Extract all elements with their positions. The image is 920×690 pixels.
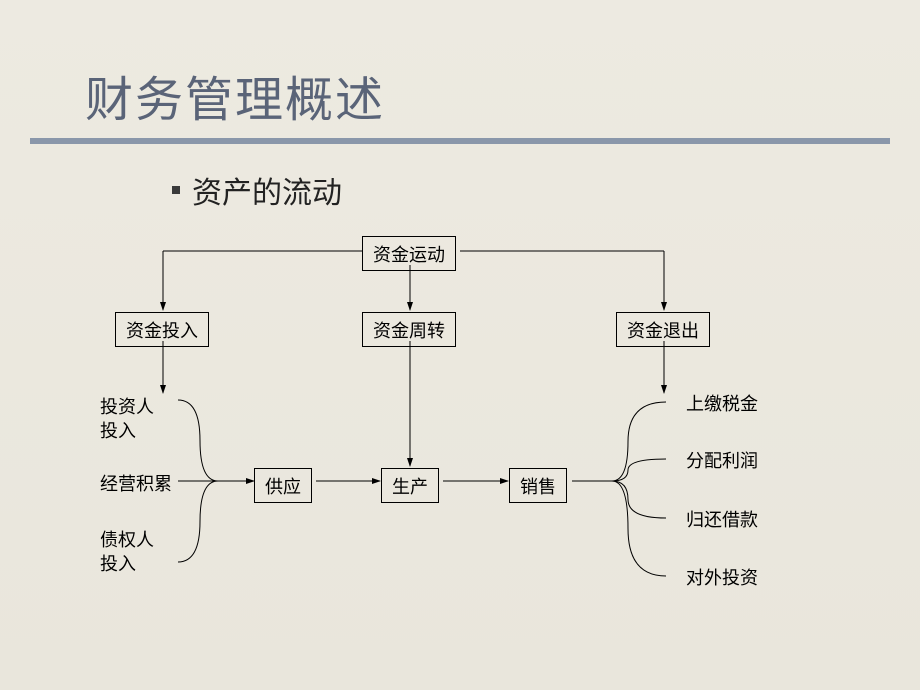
slide-container: 财务管理概述 资产的流动 资金运动 资金投入 资金周转 资金退出 供应 生产 销… (0, 0, 920, 690)
node-capital-movement: 资金运动 (362, 236, 456, 271)
bullet-icon (172, 186, 180, 194)
node-capital-turnover: 资金周转 (362, 312, 456, 347)
left-source-0: 投资人投入 (100, 395, 154, 444)
slide-title: 财务管理概述 (85, 60, 385, 130)
node-capital-exit: 资金退出 (616, 312, 710, 347)
right-output-3: 对外投资 (686, 566, 758, 590)
left-source-2: 债权人投入 (100, 528, 154, 577)
node-supply: 供应 (254, 468, 312, 503)
slide-subtitle: 资产的流动 (192, 168, 342, 212)
node-sell: 销售 (509, 468, 567, 503)
left-source-1: 经营积累 (100, 472, 172, 496)
right-output-0: 上缴税金 (686, 392, 758, 416)
title-underline (30, 138, 890, 144)
node-produce: 生产 (381, 468, 439, 503)
right-output-1: 分配利润 (686, 449, 758, 473)
node-capital-input: 资金投入 (115, 312, 209, 347)
subtitle-row: 资产的流动 (172, 168, 342, 212)
right-output-2: 归还借款 (686, 508, 758, 532)
